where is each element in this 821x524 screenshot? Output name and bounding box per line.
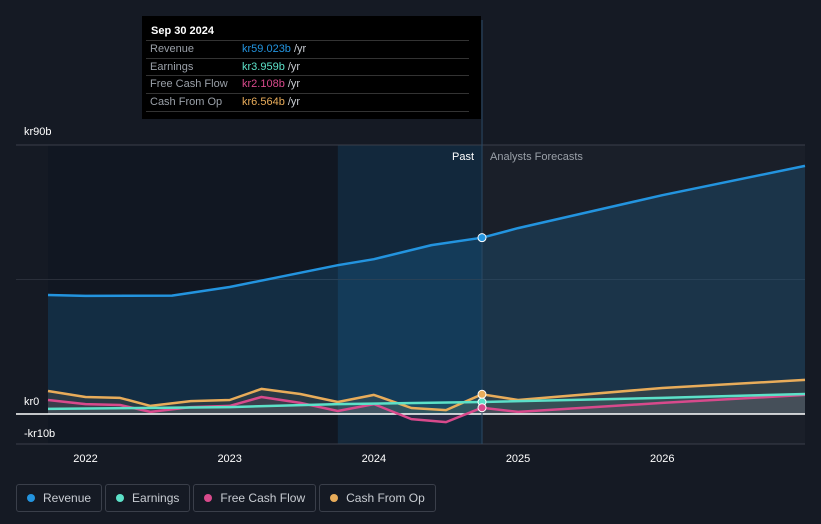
forecast-region [482, 145, 805, 444]
legend: Revenue Earnings Free Cash Flow Cash Fro… [16, 484, 436, 512]
revenue-dot-icon [27, 494, 35, 502]
tooltip-row-revenue: Revenue kr59.023b /yr [146, 40, 469, 58]
label: Free Cash Flow [150, 78, 228, 90]
legend-label: Free Cash Flow [220, 491, 306, 505]
fcf-dot-icon [204, 494, 213, 502]
series-line-earnings [47, 392, 806, 411]
amount: kr3.959b [242, 61, 285, 73]
chart: kr90b kr0 -kr10b 2022 2023 2024 2025 2026 Past An… [16, 20, 806, 465]
y-tick-label: kr0 [24, 396, 39, 408]
y-tick-label: -kr10b [24, 428, 55, 440]
data-point [477, 403, 487, 413]
series-line-cash-from-op [47, 378, 806, 412]
value: kr3.959b /yr [242, 59, 300, 76]
x-tick-label: 2022 [73, 453, 97, 465]
data-point [477, 389, 487, 399]
amount: kr6.564b [242, 96, 285, 108]
legend-label: Earnings [132, 491, 180, 505]
legend-cfo[interactable]: Cash From Op [319, 484, 436, 512]
x-tick-label: 2023 [217, 453, 241, 465]
legend-label: Revenue [43, 491, 92, 505]
unit: /yr [284, 78, 301, 90]
y-tick-label: kr90b [24, 126, 52, 138]
x-tick-label: 2026 [650, 453, 674, 465]
label: Earnings [150, 61, 194, 73]
legend-label: Cash From Op [346, 491, 425, 505]
label: Cash From Op [150, 96, 223, 108]
amount: kr2.108b [242, 78, 285, 90]
tooltip-row-fcf: Free Cash Flow kr2.108b /yr [146, 75, 469, 93]
cfo-dot-icon [330, 494, 339, 502]
value: kr59.023b /yr [242, 41, 306, 58]
tooltip-row-cfo: Cash From Op kr6.564b /yr [146, 93, 469, 112]
value: kr2.108b /yr [242, 76, 300, 93]
legend-fcf[interactable]: Free Cash Flow [193, 484, 317, 512]
legend-earnings[interactable]: Earnings [105, 484, 191, 512]
earnings-dot-icon [116, 494, 125, 502]
amount: kr59.023b [242, 43, 291, 55]
legend-revenue[interactable]: Revenue [16, 484, 103, 512]
tooltip: Sep 30 2024 Revenue kr59.023b /yr Earning… [142, 16, 481, 119]
past-region [48, 145, 338, 444]
value: kr6.564b /yr [242, 94, 300, 111]
label: Revenue [150, 43, 195, 55]
past-label: Past [452, 151, 474, 163]
x-tick-label: 2024 [362, 453, 386, 465]
series-line-revenue [47, 164, 806, 298]
unit: /yr [284, 61, 301, 73]
x-tick-label: 2025 [506, 453, 530, 465]
data-point [477, 233, 487, 243]
unit: /yr [290, 43, 307, 55]
forecast-label: Analysts Forecasts [490, 151, 583, 163]
tooltip-date: Sep 30 2024 [151, 25, 214, 37]
unit: /yr [284, 96, 301, 108]
highlight-region [337, 145, 483, 444]
tooltip-row-earnings: Earnings kr3.959b /yr [146, 58, 469, 76]
series-area-0 [48, 165, 805, 414]
